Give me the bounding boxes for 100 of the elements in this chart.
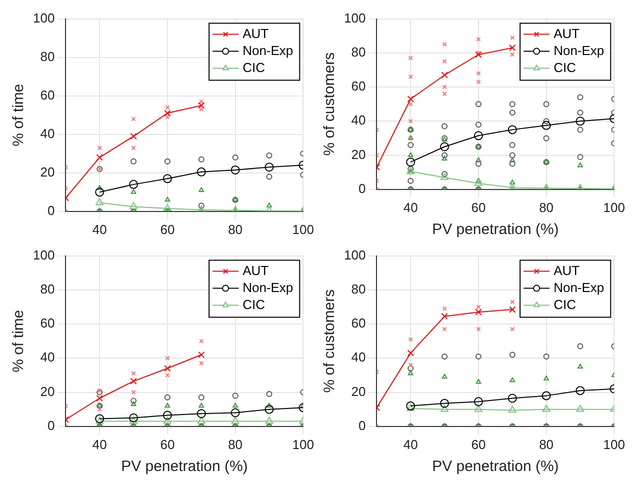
- point: [199, 338, 204, 344]
- point: [130, 398, 137, 404]
- point: [131, 116, 136, 122]
- point: [476, 326, 481, 332]
- point: [542, 404, 550, 412]
- y-tick-label: 0: [358, 180, 366, 196]
- point: [577, 154, 584, 160]
- point: [476, 71, 481, 76]
- y-tick-label: 0: [47, 418, 55, 433]
- point: [440, 172, 448, 180]
- point: [165, 114, 170, 120]
- y-tick-label: 80: [351, 44, 366, 60]
- point: [199, 99, 204, 104]
- point: [509, 306, 516, 313]
- point: [578, 162, 583, 168]
- point: [474, 397, 483, 406]
- point: [476, 37, 481, 42]
- x-tick-label: 60: [471, 200, 486, 215]
- point: [130, 378, 137, 385]
- y-tick-label: 20: [40, 384, 55, 399]
- point: [163, 416, 172, 424]
- y-tick-label: 80: [40, 48, 55, 64]
- x-tick-label: 80: [228, 436, 243, 452]
- y-axis-title: % of customers: [321, 52, 338, 156]
- x-tick-label: 80: [539, 436, 554, 452]
- point: [198, 394, 204, 400]
- point: [266, 174, 272, 180]
- point: [440, 398, 450, 408]
- x-tick-label: 100: [603, 200, 626, 215]
- point: [96, 394, 103, 402]
- point: [266, 402, 272, 408]
- point: [475, 51, 482, 58]
- x-tick-label: 100: [603, 436, 626, 452]
- legend-label: Non-Exp: [242, 42, 294, 58]
- point: [475, 101, 482, 108]
- point: [164, 196, 170, 202]
- point: [408, 56, 413, 60]
- point: [578, 364, 583, 368]
- point: [442, 42, 447, 47]
- point: [476, 80, 481, 84]
- point: [96, 154, 103, 161]
- point: [442, 374, 448, 379]
- point: [442, 123, 448, 130]
- point: [164, 158, 170, 164]
- x-tick-label: 40: [403, 200, 418, 215]
- y-tick-label: 60: [351, 78, 366, 94]
- x-tick-label: 100: [292, 436, 314, 452]
- point: [442, 353, 448, 360]
- legend-label: CIC: [554, 60, 576, 75]
- point: [408, 118, 413, 124]
- point: [442, 84, 447, 90]
- point: [408, 178, 414, 184]
- legend-label: CIC: [242, 60, 265, 75]
- x-tick-label: 40: [92, 436, 107, 452]
- point: [510, 326, 515, 332]
- y-axis-title: % of time: [10, 84, 28, 146]
- legend-label: AUT: [554, 26, 580, 41]
- legend-label: AUT: [242, 26, 269, 41]
- point: [508, 183, 516, 190]
- point: [408, 142, 414, 148]
- point: [510, 300, 515, 304]
- point: [408, 169, 414, 174]
- y-tick-label: 100: [344, 247, 366, 262]
- point: [231, 416, 240, 424]
- point: [510, 52, 515, 57]
- point: [543, 135, 550, 142]
- point: [130, 401, 136, 406]
- point: [96, 389, 103, 396]
- point: [577, 110, 584, 116]
- y-tick-label: 0: [358, 418, 366, 433]
- point: [476, 379, 482, 384]
- point: [129, 180, 138, 189]
- point: [196, 167, 206, 176]
- point: [440, 404, 448, 412]
- point: [441, 313, 448, 320]
- point: [408, 102, 413, 106]
- point: [406, 158, 416, 167]
- point: [408, 74, 413, 80]
- x-tick-label: 80: [539, 200, 554, 215]
- point: [474, 131, 483, 140]
- point: [510, 180, 516, 184]
- point: [577, 343, 584, 350]
- point: [442, 152, 448, 158]
- point: [576, 386, 585, 396]
- point: [264, 162, 274, 172]
- point: [542, 120, 551, 130]
- point: [197, 205, 206, 212]
- point: [408, 337, 413, 342]
- point: [408, 365, 414, 372]
- x-tick-label: 40: [92, 222, 107, 237]
- point: [230, 165, 240, 174]
- point: [407, 350, 414, 356]
- legend-label: CIC: [242, 296, 265, 312]
- point: [509, 160, 516, 167]
- point: [129, 413, 138, 422]
- point: [475, 122, 482, 128]
- point: [577, 94, 584, 100]
- point: [130, 158, 137, 164]
- y-axis-title: % of time: [10, 310, 28, 372]
- point: [475, 353, 482, 360]
